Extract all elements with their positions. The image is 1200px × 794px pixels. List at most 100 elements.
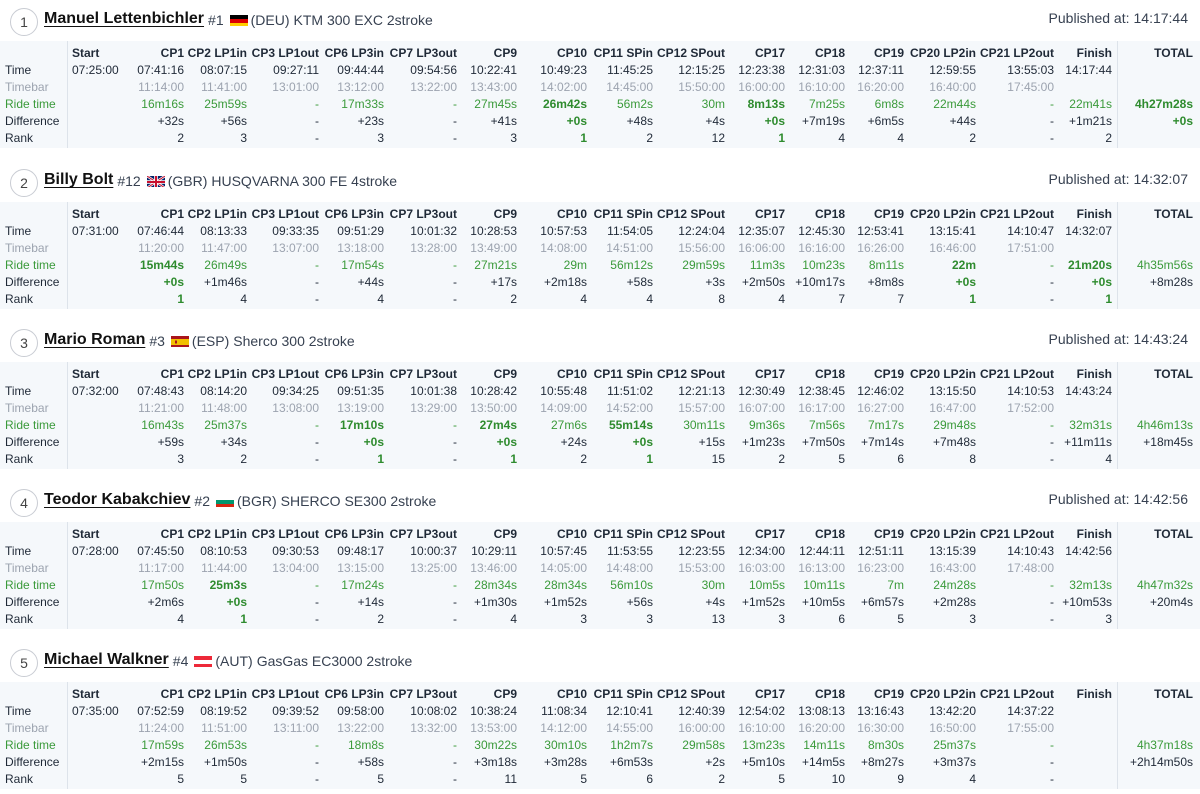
cell-diff: +4s bbox=[705, 595, 725, 609]
cell-rank: 2 bbox=[377, 612, 384, 626]
column-header: CP10 bbox=[556, 367, 587, 381]
column-header: CP3 LP1out bbox=[251, 46, 319, 60]
column-header: TOTAL bbox=[1154, 527, 1193, 541]
cell-diff: +20m4s bbox=[1149, 595, 1193, 609]
cell-time: 13:16:43 bbox=[857, 704, 904, 718]
cell-ride: 30m22s bbox=[474, 738, 517, 752]
cell-ride: - bbox=[1050, 738, 1054, 752]
cell-rank: 8 bbox=[718, 292, 725, 306]
cell-diff: +2s bbox=[705, 755, 725, 769]
cell-time: 09:51:35 bbox=[337, 384, 384, 398]
cell-time: 14:37:22 bbox=[1007, 704, 1054, 718]
rider-name-link[interactable]: Billy Bolt bbox=[44, 171, 114, 188]
cell-diff: +7m14s bbox=[860, 435, 904, 449]
cell-rank: 4 bbox=[377, 292, 384, 306]
column-header: CP2 LP1in bbox=[187, 46, 247, 60]
cell-diff: - bbox=[315, 435, 319, 449]
cell-timebar: 13:12:00 bbox=[337, 80, 384, 94]
column-header: CP12 SPout bbox=[656, 687, 725, 701]
cell-ride: - bbox=[1050, 258, 1054, 272]
cell-timebar: 15:50:00 bbox=[678, 80, 725, 94]
cell-ride: 32m13s bbox=[1069, 578, 1112, 592]
cell-diff: +0s bbox=[496, 435, 517, 449]
column-header: CP1 bbox=[160, 687, 184, 701]
cell-rank: 9 bbox=[897, 772, 904, 786]
cell-diff: - bbox=[1050, 114, 1054, 128]
cell-timebar: 13:08:00 bbox=[272, 401, 319, 415]
cell-diff: +1m52s bbox=[741, 595, 785, 609]
cell-time: 11:51:02 bbox=[607, 384, 653, 398]
column-header: CP11 SPin bbox=[593, 367, 653, 381]
rider-meta: #12 (GBR) HUSQVARNA 300 FE 4stroke bbox=[117, 173, 397, 189]
cell-diff: +0s bbox=[955, 275, 976, 289]
column-header: CP7 LP3out bbox=[389, 527, 457, 541]
column-header: Finish bbox=[1076, 367, 1112, 381]
row-label-time: Time bbox=[5, 63, 32, 77]
cell-diff: +10m53s bbox=[1062, 595, 1112, 609]
cell-diff: +6m57s bbox=[860, 595, 904, 609]
cell-diff: +1m23s bbox=[741, 435, 785, 449]
cell-rank: 11 bbox=[504, 772, 517, 786]
cell-diff: +0s bbox=[226, 595, 247, 609]
cell-timebar: 13:46:00 bbox=[470, 561, 517, 575]
column-header: CP6 LP3in bbox=[324, 367, 384, 381]
cell-time: 09:51:29 bbox=[337, 224, 384, 238]
cell-rank: 1 bbox=[969, 292, 976, 306]
cell-ride: 18m8s bbox=[347, 738, 384, 752]
rider-name-link[interactable]: Mario Roman bbox=[44, 331, 146, 348]
cell-rank: - bbox=[453, 452, 457, 466]
cell-ride: - bbox=[315, 578, 319, 592]
cell-time: 07:45:50 bbox=[137, 544, 184, 558]
column-header: CP20 LP2in bbox=[909, 207, 976, 221]
column-divider bbox=[67, 362, 68, 469]
rider-name-link[interactable]: Michael Walkner bbox=[44, 651, 169, 668]
column-header: CP1 bbox=[160, 527, 184, 541]
cell-ride: 16m43s bbox=[141, 418, 184, 432]
cell-diff: +1m46s bbox=[203, 275, 247, 289]
cell-time: 09:48:17 bbox=[337, 544, 384, 558]
cell-time: 12:45:30 bbox=[798, 224, 845, 238]
column-header: CP20 LP2in bbox=[909, 46, 976, 60]
column-header: CP19 bbox=[873, 687, 904, 701]
column-header: CP21 LP2out bbox=[979, 527, 1054, 541]
cell-time: 14:10:53 bbox=[1007, 384, 1054, 398]
cell-timebar: 14:45:00 bbox=[606, 80, 653, 94]
rider-name-link[interactable]: Teodor Kabakchiev bbox=[44, 491, 191, 508]
rider-meta: #3 (ESP) Sherco 300 2stroke bbox=[149, 333, 354, 349]
cell-timebar: 14:51:00 bbox=[606, 241, 653, 255]
cell-diff: +48s bbox=[626, 114, 653, 128]
cell-rank: 4 bbox=[580, 292, 587, 306]
cell-ride: 24m28s bbox=[933, 578, 976, 592]
row-label-time: Time bbox=[5, 704, 32, 718]
cell-diff: +0s bbox=[1172, 114, 1193, 128]
cell-ride: - bbox=[315, 258, 319, 272]
cell-time: 14:10:47 bbox=[1007, 224, 1054, 238]
cell-ride: - bbox=[453, 97, 457, 111]
cell-ride: 16m16s bbox=[141, 97, 184, 111]
column-header: CP11 SPin bbox=[593, 207, 653, 221]
cell-diff: +59s bbox=[157, 435, 184, 449]
column-header: Start bbox=[72, 527, 100, 541]
flag-aut-icon bbox=[194, 655, 213, 667]
column-divider bbox=[67, 682, 68, 789]
column-header: CP18 bbox=[814, 367, 845, 381]
cell-diff: +56s bbox=[220, 114, 247, 128]
column-header: CP3 LP1out bbox=[251, 367, 319, 381]
checkpoint-table: Start CP1 CP2 LP1in CP3 LP1out CP6 LP3in CP7 … bbox=[0, 202, 1200, 309]
cell-rank: - bbox=[1050, 292, 1054, 306]
rider-name-link[interactable]: Manuel Lettenbichler bbox=[44, 10, 205, 27]
cell-rank: 10 bbox=[831, 772, 845, 786]
cell-time: 13:55:03 bbox=[1007, 63, 1054, 77]
cell-rank: 1 bbox=[177, 292, 184, 306]
cell-rank: 2 bbox=[1105, 131, 1112, 145]
cell-rank: 3 bbox=[510, 131, 517, 145]
cell-ride: 27m4s bbox=[479, 418, 517, 432]
cell-rank: 3 bbox=[646, 612, 653, 626]
cell-rank: 2 bbox=[718, 772, 725, 786]
cell-timebar: 11:20:00 bbox=[138, 241, 184, 255]
cell-ride: 56m12s bbox=[610, 258, 653, 272]
checkpoint-table: Start CP1 CP2 LP1in CP3 LP1out CP6 LP3in CP7 … bbox=[0, 362, 1200, 469]
cell-time: 08:14:20 bbox=[200, 384, 247, 398]
cell-timebar: 16:23:00 bbox=[857, 561, 904, 575]
cell-timebar: 14:52:00 bbox=[606, 401, 653, 415]
